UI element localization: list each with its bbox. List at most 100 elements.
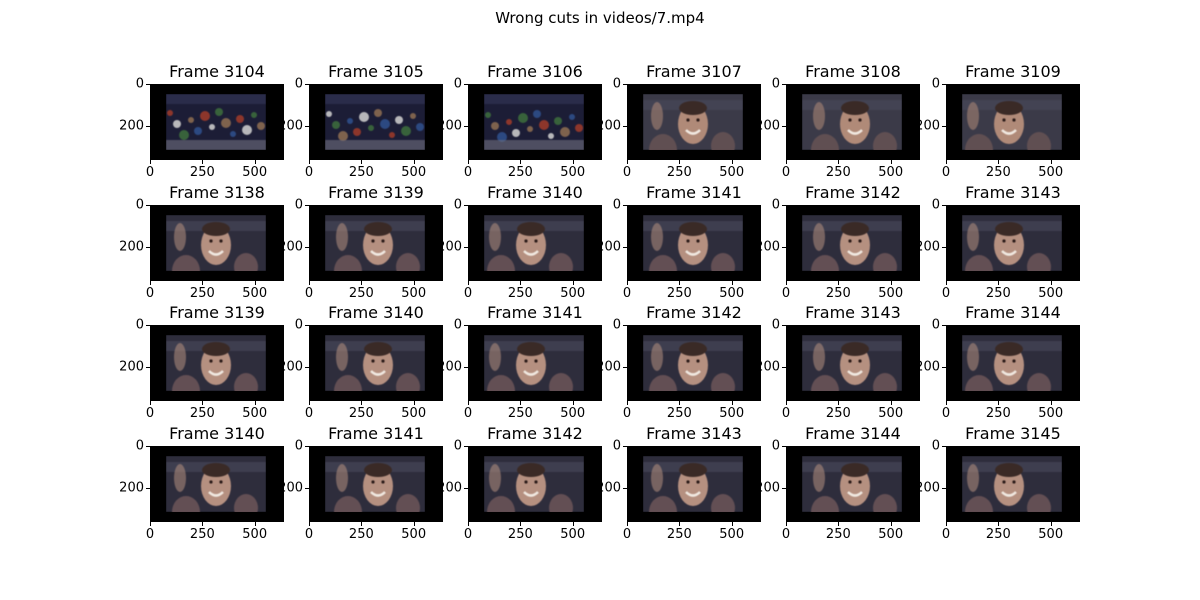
x-tick-label: 0: [304, 165, 314, 180]
x-tick: [998, 522, 1000, 526]
y-tick-label: 200: [596, 480, 621, 496]
y-tick-label: 200: [437, 359, 462, 375]
x-tick-label: 0: [622, 527, 632, 542]
x-tick-label: 500: [560, 406, 586, 421]
y-tick: [305, 84, 309, 85]
x-tick: [361, 522, 363, 526]
video-frame-image: [150, 84, 284, 160]
x-tick-label: 0: [781, 406, 791, 421]
frame-title: Frame 3141: [646, 183, 742, 202]
x-tick: [1050, 522, 1052, 526]
x-tick: [890, 401, 892, 405]
y-tick-label: 200: [278, 118, 303, 134]
x-tick: [890, 281, 892, 285]
x-tick-label: 0: [781, 286, 791, 301]
x-tick: [946, 522, 947, 526]
y-tick-label: 200: [278, 239, 303, 255]
video-frame-image: [627, 325, 761, 401]
x-tick: [786, 401, 787, 405]
x-tick: [572, 281, 574, 285]
y-tick-label: 200: [596, 118, 621, 134]
video-frame-image: [627, 84, 761, 160]
frame-title: Frame 3144: [805, 424, 901, 443]
x-tick-label: 0: [304, 406, 314, 421]
x-tick-label: 0: [145, 286, 155, 301]
frame-axes: 0 250 500 0 200: [437, 318, 602, 421]
x-tick: [254, 522, 256, 526]
x-tick: [520, 281, 522, 285]
frame-title: Frame 3140: [169, 424, 265, 443]
x-tick-label: 0: [463, 165, 473, 180]
x-tick: [520, 401, 522, 405]
y-tick: [942, 126, 946, 128]
y-tick-label: 0: [453, 197, 462, 213]
x-tick: [254, 160, 256, 164]
y-tick-label: 0: [135, 438, 144, 454]
y-tick: [464, 126, 468, 128]
y-tick: [464, 247, 468, 249]
y-tick-label: 0: [135, 317, 144, 333]
y-tick: [623, 205, 627, 206]
y-tick-label: 200: [755, 239, 780, 255]
y-tick-label: 200: [915, 480, 940, 496]
x-tick: [468, 281, 469, 285]
x-tick: [309, 281, 310, 285]
frame-title: Frame 3139: [169, 303, 265, 322]
x-tick: [309, 522, 310, 526]
x-tick-label: 500: [560, 527, 586, 542]
y-tick: [782, 446, 786, 447]
frame-title: Frame 3144: [965, 303, 1061, 322]
x-tick-label: 500: [1038, 165, 1064, 180]
x-tick: [731, 401, 733, 405]
y-tick: [146, 205, 150, 206]
x-tick-label: 250: [666, 165, 692, 180]
figure-title: Wrong cuts in videos/7.mp4: [495, 9, 705, 27]
x-tick-label: 0: [622, 406, 632, 421]
x-tick: [838, 522, 840, 526]
video-frame-image: [946, 84, 1080, 160]
frame-title: Frame 3104: [169, 62, 265, 81]
x-tick: [1050, 160, 1052, 164]
x-tick: [572, 160, 574, 164]
x-tick: [468, 160, 469, 164]
video-frame-image: [946, 325, 1080, 401]
frame-axes: 0 250 500 0 200: [596, 439, 761, 542]
frame-title: Frame 3106: [487, 62, 583, 81]
x-tick: [150, 160, 151, 164]
x-tick-label: 500: [719, 406, 745, 421]
frame-axes: 0 250 500 0 200: [915, 318, 1080, 421]
x-tick: [309, 160, 310, 164]
frame-axes: 0 250 500 0 200: [915, 198, 1080, 301]
y-tick: [146, 126, 150, 128]
frame-title: Frame 3143: [965, 183, 1061, 202]
x-tick-label: 500: [242, 527, 268, 542]
y-tick: [464, 488, 468, 490]
x-tick-label: 250: [507, 286, 533, 301]
y-tick: [942, 488, 946, 490]
x-tick: [731, 281, 733, 285]
video-frame-image: [150, 205, 284, 281]
x-tick-label: 0: [781, 165, 791, 180]
x-tick: [468, 401, 469, 405]
y-tick-label: 200: [755, 359, 780, 375]
y-tick-label: 0: [931, 76, 940, 92]
x-tick-label: 500: [1038, 286, 1064, 301]
y-tick: [146, 446, 150, 447]
y-tick-label: 0: [294, 438, 303, 454]
x-tick: [413, 401, 415, 405]
x-tick-label: 250: [348, 286, 374, 301]
y-tick-label: 0: [931, 438, 940, 454]
y-tick-label: 200: [596, 239, 621, 255]
y-tick-label: 200: [755, 480, 780, 496]
x-tick: [838, 281, 840, 285]
frame-title: Frame 3107: [646, 62, 742, 81]
x-tick-label: 0: [145, 165, 155, 180]
y-tick-label: 0: [453, 76, 462, 92]
y-tick: [623, 84, 627, 85]
y-tick-label: 0: [294, 76, 303, 92]
y-tick: [782, 205, 786, 206]
frame-title: Frame 3108: [805, 62, 901, 81]
x-tick-label: 250: [985, 406, 1011, 421]
x-tick-label: 500: [560, 165, 586, 180]
